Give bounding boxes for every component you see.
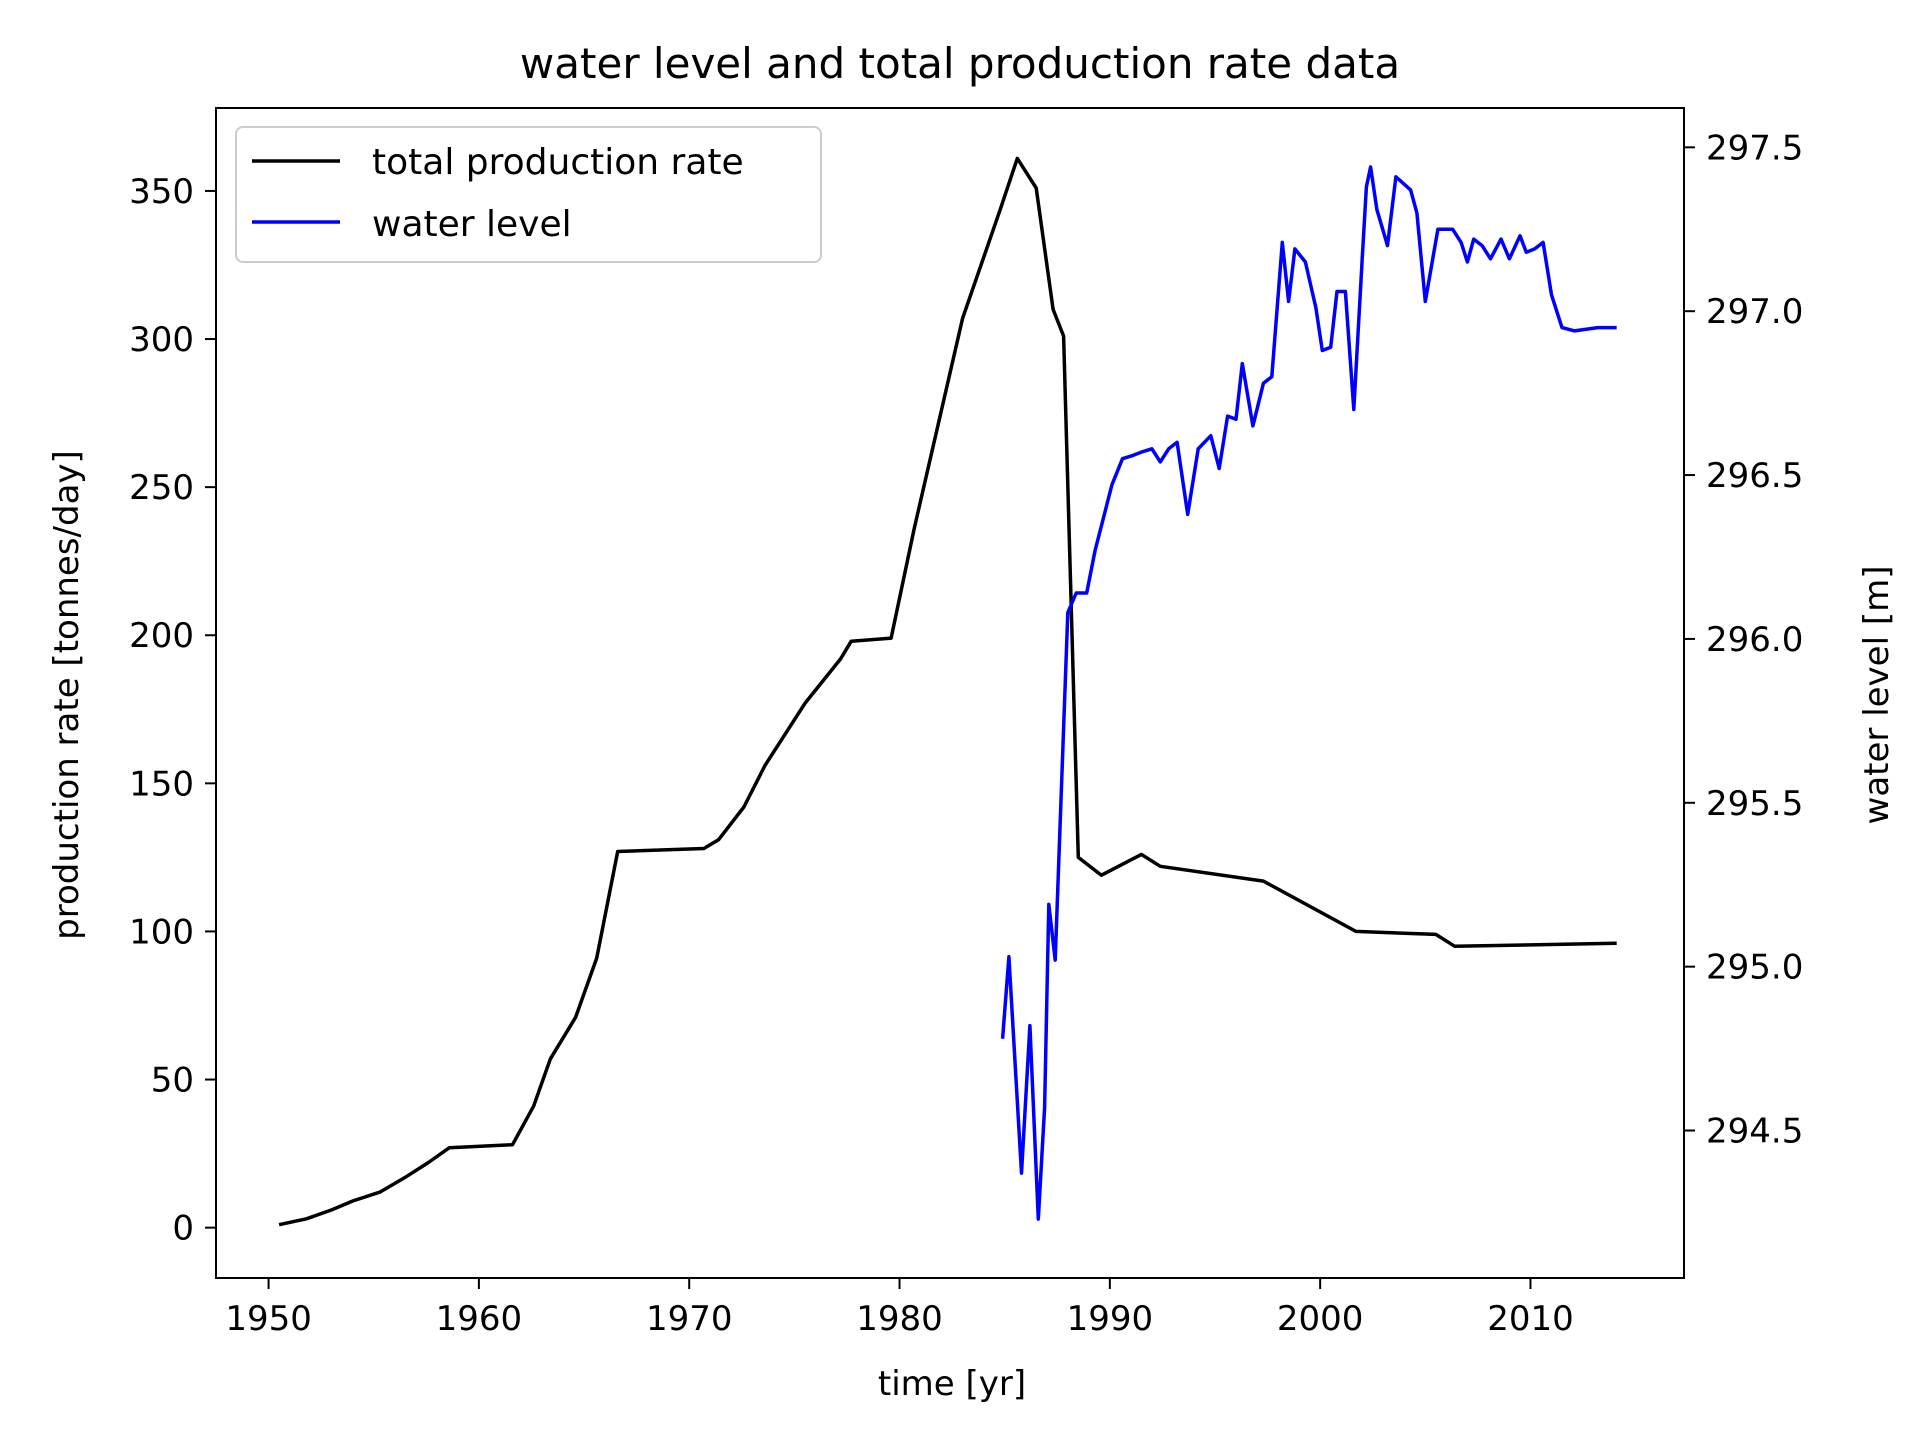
x-tick-label: 2010 bbox=[1487, 1299, 1574, 1339]
chart-title: water level and total production rate da… bbox=[520, 39, 1400, 88]
legend-label-total-production-rate: total production rate bbox=[372, 142, 744, 183]
legend: total production rate water level bbox=[235, 126, 822, 263]
y-axis-label: production rate [tonnes/day] bbox=[47, 450, 87, 940]
right-y-tick-label: 297.5 bbox=[1706, 128, 1803, 168]
x-tick-label: 2000 bbox=[1277, 1299, 1364, 1339]
y-tick-label: 250 bbox=[129, 468, 194, 508]
x-tick-label: 1990 bbox=[1067, 1299, 1154, 1339]
x-tick-label: 1960 bbox=[436, 1299, 523, 1339]
right-y-tick-label: 295.0 bbox=[1706, 948, 1803, 988]
right-y-tick-label: 296.0 bbox=[1706, 620, 1803, 660]
right-y-tick-label: 294.5 bbox=[1706, 1112, 1803, 1152]
right-y-tick-label: 295.5 bbox=[1706, 784, 1803, 824]
y-tick-label: 350 bbox=[129, 172, 194, 212]
y-axis-ticks: 0 50 100 150 200 250 300 350 bbox=[129, 172, 216, 1249]
right-y-tick-label: 296.5 bbox=[1706, 456, 1803, 496]
y-tick-label: 0 bbox=[172, 1209, 194, 1249]
right-y-axis-ticks: 294.5 295.0 295.5 296.0 296.5 297.0 297.5 bbox=[1684, 128, 1803, 1152]
x-tick-label: 1980 bbox=[856, 1299, 943, 1339]
right-y-tick-label: 297.0 bbox=[1706, 292, 1803, 332]
series-line-total-production-rate bbox=[278, 156, 1617, 1227]
legend-box bbox=[235, 126, 822, 263]
y-tick-label: 50 bbox=[151, 1061, 194, 1101]
y-tick-label: 300 bbox=[129, 320, 194, 360]
plot-frame bbox=[215, 107, 1685, 1279]
y-tick-label: 200 bbox=[129, 616, 194, 656]
series-line-water-level bbox=[1000, 165, 1617, 1221]
right-y-axis-label: water level [m] bbox=[1857, 566, 1897, 825]
x-tick-label: 1970 bbox=[646, 1299, 733, 1339]
y-tick-label: 150 bbox=[129, 764, 194, 804]
legend-label-water-level: water level bbox=[372, 204, 572, 245]
x-axis-ticks: 1950 1960 1970 1980 1990 2000 2010 bbox=[225, 1278, 1574, 1339]
y-tick-label: 100 bbox=[129, 912, 194, 952]
plot-area: 1950 1960 1970 1980 1990 2000 2010 0 50 100 150 20… bbox=[129, 107, 1803, 1339]
x-axis-label: time [yr] bbox=[878, 1364, 1026, 1404]
x-tick-label: 1950 bbox=[225, 1299, 312, 1339]
